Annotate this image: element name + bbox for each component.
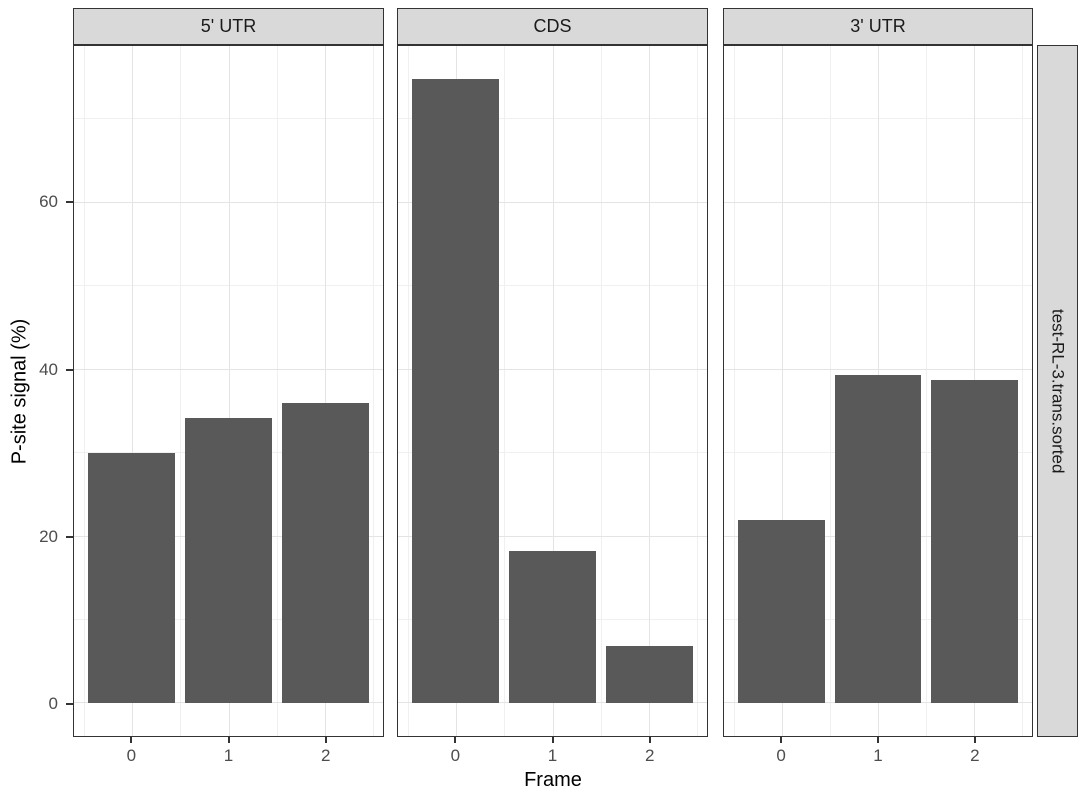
- y-axis-tick-label: 0: [48, 694, 58, 714]
- x-axis-tick: [227, 737, 230, 743]
- y-axis-tick: [66, 536, 73, 538]
- gridline-major-vertical: [228, 46, 230, 736]
- gridline-major-vertical: [781, 46, 783, 736]
- gridline-minor-vertical: [373, 46, 375, 736]
- x-axis-tick: [324, 737, 327, 743]
- y-axis-tick-label: 20: [39, 527, 58, 546]
- facet-strip-3utr: 3' UTR: [723, 8, 1033, 45]
- x-axis-tick-label: 2: [970, 746, 980, 765]
- x-axis-title: Frame: [524, 769, 582, 791]
- plot-panel-cds: [397, 45, 708, 737]
- y-axis-tick: [66, 201, 73, 204]
- gridline-minor-vertical: [733, 46, 735, 736]
- x-axis-tick-label: 0: [450, 746, 461, 765]
- gridline-minor-vertical: [407, 46, 409, 736]
- x-axis-tick-label: 0: [776, 746, 786, 765]
- gridline-major-vertical: [131, 46, 133, 736]
- x-axis-tick-label: 0: [126, 746, 137, 765]
- gridline-major-vertical: [552, 46, 554, 736]
- bar-facet1-frame1: [509, 550, 596, 704]
- bar-facet0-frame0: [88, 453, 176, 704]
- bar-facet0-frame1: [185, 418, 272, 704]
- gridline-minor-vertical: [600, 46, 602, 736]
- gridline-minor-vertical: [276, 46, 278, 736]
- x-axis-tick-label: 1: [873, 746, 883, 765]
- x-axis-tick-label: 2: [644, 746, 655, 765]
- x-axis-tick: [877, 737, 879, 743]
- x-axis-tick: [648, 737, 651, 743]
- facet-strip-cds: CDS: [397, 8, 708, 45]
- bar-facet2-frame2: [930, 379, 1018, 704]
- gridline-major-vertical: [649, 46, 651, 736]
- y-axis-title: P-site signal (%): [8, 318, 31, 464]
- bar-facet1-frame0: [412, 78, 500, 704]
- gridline-minor-vertical: [83, 46, 85, 736]
- x-axis-tick-label: 1: [547, 746, 558, 765]
- gridline-minor-vertical: [1022, 46, 1024, 736]
- gridline-major-vertical: [325, 46, 327, 736]
- bar-facet2-frame0: [738, 519, 826, 704]
- x-axis-tick-label: 1: [223, 746, 234, 765]
- bar-facet2-frame1: [834, 374, 922, 704]
- gridline-minor-vertical: [180, 46, 182, 736]
- gridline-minor-vertical: [829, 46, 831, 736]
- gridline-minor-vertical: [926, 46, 928, 736]
- x-axis-tick-label: 2: [320, 746, 331, 765]
- facet-strip-sample-label: test-RL-3.trans.sorted: [1048, 308, 1068, 474]
- y-axis-tick-label: 60: [39, 192, 58, 212]
- bar-facet1-frame2: [605, 645, 693, 704]
- x-axis-tick: [780, 737, 783, 743]
- bar-facet0-frame2: [281, 403, 369, 704]
- facet-strip-sample: test-RL-3.trans.sorted: [1037, 45, 1078, 737]
- y-axis-tick: [66, 368, 73, 371]
- gridline-minor-vertical: [697, 46, 699, 736]
- x-axis-tick: [551, 737, 554, 743]
- facet-strip-5utr: 5' UTR: [73, 8, 384, 45]
- facet-strip-label: 5' UTR: [200, 16, 257, 36]
- x-axis-tick: [973, 737, 976, 743]
- facet-strip-label: 3' UTR: [850, 16, 906, 36]
- plot-panel-5utr: [73, 45, 384, 737]
- facet-strip-label: CDS: [533, 16, 572, 36]
- plot-panel-3utr: [723, 45, 1033, 737]
- y-axis-tick-label: 40: [39, 359, 58, 379]
- x-axis-tick: [454, 737, 457, 743]
- y-axis-tick: [66, 703, 73, 706]
- x-axis-tick: [130, 737, 133, 743]
- gridline-minor-vertical: [504, 46, 506, 736]
